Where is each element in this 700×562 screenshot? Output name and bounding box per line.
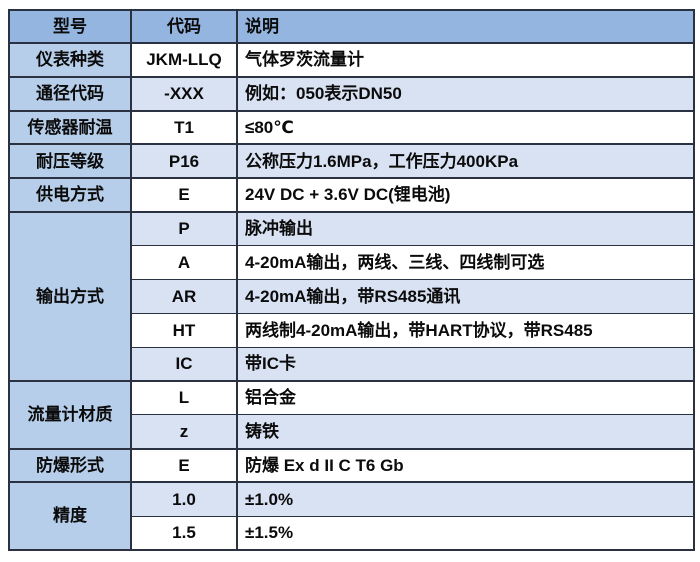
spec-table-body: 仪表种类 JKM-LLQ 气体罗茨流量计 通径代码 -XXX 例如：050表示DN50 传感… [8, 42, 695, 551]
description-cell: 气体罗茨流量计 [236, 42, 695, 78]
section-label-cell: 耐压等级 [8, 143, 132, 179]
code-cell: HT [130, 312, 238, 348]
spec-row: 通径代码 -XXX 例如：050表示DN50 [8, 75, 695, 112]
spec-row: 精度 1.0 ±1.0% [8, 481, 695, 551]
spec-row: 1.5 ±1.5% [9, 515, 695, 551]
section-label-cell: 传感器耐温 [8, 109, 132, 145]
header-description-column: 说明 [236, 9, 695, 44]
code-cell: IC [130, 346, 238, 382]
spec-row: HT 两线制4-20mA输出，带HART协议，带RS485 [9, 312, 695, 348]
description-cell: ≤80℃ [236, 109, 695, 145]
code-cell: E [130, 177, 238, 213]
description-cell: 4-20mA输出，两线、三线、四线制可选 [236, 245, 695, 281]
code-cell: P16 [130, 143, 238, 179]
section-label-cell: 输出方式 [8, 210, 132, 382]
code-cell: E [130, 447, 238, 483]
product-spec-table: 型号 代码 说明 仪表种类 JKM-LLQ 气体罗茨流量计 通径代码 -XXX 例如：05… [8, 9, 695, 551]
section-label-cell: 精度 [8, 481, 132, 551]
description-cell: 公称压力1.6MPa，工作压力400KPa [236, 143, 695, 179]
code-cell: 1.5 [130, 515, 238, 551]
description-cell: 4-20mA输出，带RS485通讯 [236, 279, 695, 314]
section-label-cell: 通径代码 [8, 75, 132, 112]
code-cell: A [130, 245, 238, 281]
description-cell: ±1.0% [236, 481, 695, 517]
header-model-column: 型号 [8, 9, 132, 44]
spec-row: 防爆形式 E 防爆 Ex d II C T6 Gb [8, 447, 695, 483]
header-code-column: 代码 [130, 9, 238, 44]
spec-row: 仪表种类 JKM-LLQ 气体罗茨流量计 [8, 42, 695, 78]
spec-row: 供电方式 E 24V DC + 3.6V DC(锂电池) [8, 177, 695, 213]
description-cell: 防爆 Ex d II C T6 Gb [236, 447, 695, 483]
description-cell: 24V DC + 3.6V DC(锂电池) [236, 177, 695, 213]
description-cell: 铸铁 [236, 414, 695, 450]
section-label-cell: 流量计材质 [8, 379, 132, 450]
code-cell: P [130, 210, 238, 247]
code-cell: L [130, 379, 238, 416]
code-cell: 1.0 [130, 481, 238, 517]
header-row: 型号 代码 说明 [8, 9, 695, 44]
spec-row: IC 带IC卡 [9, 346, 695, 382]
description-cell: 脉冲输出 [236, 210, 695, 247]
spec-row: AR 4-20mA输出，带RS485通讯 [9, 279, 695, 314]
code-cell: JKM-LLQ [130, 42, 238, 78]
code-cell: z [130, 414, 238, 450]
spec-row: 流量计材质 L 铝合金 [8, 379, 695, 450]
description-cell: 例如：050表示DN50 [236, 75, 695, 112]
spec-row: 输出方式 P 脉冲输出 [8, 210, 695, 382]
description-cell: ±1.5% [236, 515, 695, 551]
code-cell: AR [130, 279, 238, 314]
section-label-cell: 仪表种类 [8, 42, 132, 78]
code-cell: -XXX [130, 75, 238, 112]
section-label-cell: 防爆形式 [8, 447, 132, 483]
spec-row: A 4-20mA输出，两线、三线、四线制可选 [9, 245, 695, 281]
spec-row: 传感器耐温 T1 ≤80℃ [8, 109, 695, 145]
code-cell: T1 [130, 109, 238, 145]
spec-row: 耐压等级 P16 公称压力1.6MPa，工作压力400KPa [8, 143, 695, 179]
description-cell: 两线制4-20mA输出，带HART协议，带RS485 [236, 312, 695, 348]
description-cell: 铝合金 [236, 379, 695, 416]
description-cell: 带IC卡 [236, 346, 695, 382]
section-label-cell: 供电方式 [8, 177, 132, 213]
